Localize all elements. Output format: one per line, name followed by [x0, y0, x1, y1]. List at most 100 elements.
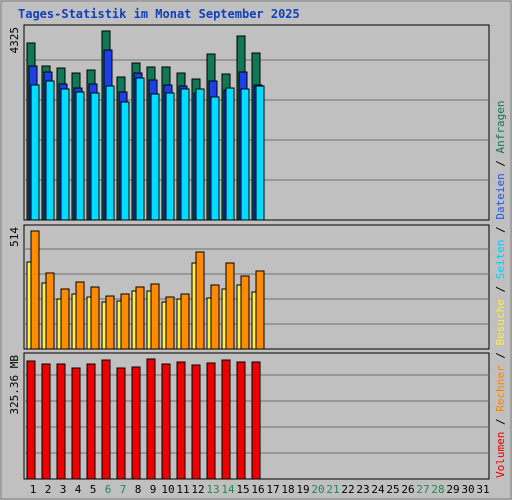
day-label-4: 4	[75, 483, 82, 496]
day-labels: 1 2 3 4 5 6 7 8 9 10 11 12 13 14 15 16 17 18 19 20 21 22 23 24 2…	[30, 483, 490, 496]
day-label-28: 28	[431, 483, 444, 496]
panel-3-ymax-label: 325.36 MB	[8, 355, 21, 415]
bar-seiten-day-13	[210, 96, 220, 221]
panel-1-ymax-label: 4325	[8, 27, 21, 54]
chart-panels: 4325 514 325.36 MB	[8, 24, 490, 480]
legend-separator: /	[494, 153, 507, 173]
bar-seiten-day-9	[150, 93, 160, 221]
legend-entry-volumen: Volumen	[494, 432, 507, 478]
day-label-5: 5	[90, 483, 97, 496]
panel-2-ymax-label: 514	[8, 227, 21, 247]
legend-entry-besuche: Besuche	[494, 299, 507, 345]
bar-rechner-day-14	[225, 262, 235, 350]
day-label-20: 20	[311, 483, 324, 496]
day-label-12: 12	[191, 483, 204, 496]
bar-volumen-day-5	[86, 363, 96, 480]
bar-volumen-day-3	[56, 363, 66, 480]
bar-rechner-day-3	[60, 288, 70, 350]
bar-volumen-day-4	[71, 367, 81, 480]
bar-rechner-day-1	[30, 230, 40, 350]
day-label-29: 29	[446, 483, 459, 496]
legend-text: Volumen / Rechner / Besuche / Seiten / D…	[494, 100, 507, 478]
legend-separator: /	[494, 412, 507, 432]
bar-rechner-day-7	[120, 293, 130, 350]
day-label-23: 23	[356, 483, 369, 496]
bar-rechner-day-11	[180, 293, 190, 350]
bar-seiten-day-7	[120, 101, 130, 221]
day-label-16: 16	[251, 483, 264, 496]
day-label-22: 22	[341, 483, 354, 496]
legend-entry-anfragen: Anfragen	[494, 100, 507, 153]
legend-separator: /	[494, 279, 507, 299]
day-label-8: 8	[135, 483, 142, 496]
bar-volumen-day-16	[251, 361, 261, 480]
day-label-9: 9	[150, 483, 157, 496]
bar-seiten-day-14	[225, 87, 235, 221]
legend-entry-dateien: Dateien	[494, 173, 507, 219]
bar-seiten-day-16	[255, 85, 265, 221]
day-label-15: 15	[236, 483, 249, 496]
bar-seiten-day-5	[90, 92, 100, 221]
bar-seiten-day-4	[75, 91, 85, 221]
day-label-1: 1	[30, 483, 37, 496]
bar-seiten-day-3	[60, 88, 70, 221]
legend-entry-seiten: Seiten	[494, 240, 507, 280]
bar-volumen-day-14	[221, 359, 231, 480]
bar-seiten-day-8	[135, 77, 145, 221]
bar-rechner-day-2	[45, 272, 55, 350]
bar-volumen-day-12	[191, 364, 201, 480]
bar-volumen-day-8	[131, 366, 141, 480]
bar-rechner-day-15	[240, 275, 250, 350]
bar-volumen-day-2	[41, 363, 51, 480]
bar-seiten-day-15	[240, 88, 250, 221]
bar-seiten-day-10	[165, 92, 175, 221]
bar-volumen-day-13	[206, 362, 216, 480]
bar-volumen-day-10	[161, 363, 171, 480]
bar-rechner-day-4	[75, 281, 85, 350]
bar-rechner-day-8	[135, 286, 145, 350]
bar-volumen-day-6	[101, 359, 111, 480]
bar-seiten-day-1	[30, 84, 40, 221]
day-label-2: 2	[45, 483, 52, 496]
day-label-14: 14	[221, 483, 235, 496]
day-label-6: 6	[105, 483, 112, 496]
bar-rechner-day-10	[165, 296, 175, 350]
bar-rechner-day-5	[90, 286, 100, 350]
chart-legend: Volumen / Rechner / Besuche / Seiten / D…	[494, 100, 507, 478]
day-label-19: 19	[296, 483, 309, 496]
day-label-17: 17	[266, 483, 279, 496]
day-label-3: 3	[60, 483, 67, 496]
day-label-10: 10	[161, 483, 174, 496]
legend-entry-rechner: Rechner	[494, 365, 507, 412]
bar-seiten-day-12	[195, 88, 205, 221]
day-label-26: 26	[401, 483, 414, 496]
bar-seiten-day-11	[180, 88, 190, 221]
day-label-11: 11	[176, 483, 189, 496]
day-label-13: 13	[206, 483, 219, 496]
bar-volumen-day-15	[236, 361, 246, 480]
day-label-24: 24	[371, 483, 385, 496]
bar-rechner-day-12	[195, 251, 205, 350]
bar-seiten-day-2	[45, 80, 55, 221]
chart-title: Tages-Statistik im Monat September 2025	[18, 7, 300, 21]
bar-volumen-day-1	[26, 360, 36, 480]
bar-rechner-day-9	[150, 283, 160, 350]
bar-seiten-day-6	[105, 85, 115, 221]
bar-rechner-day-6	[105, 295, 115, 350]
day-label-7: 7	[120, 483, 127, 496]
legend-separator: /	[494, 220, 507, 240]
day-label-30: 30	[461, 483, 474, 496]
legend-separator: /	[494, 346, 507, 366]
bar-volumen-day-7	[116, 367, 126, 480]
bar-volumen-day-11	[176, 361, 186, 480]
day-label-27: 27	[416, 483, 429, 496]
bar-volumen-day-9	[146, 358, 156, 480]
day-label-25: 25	[386, 483, 399, 496]
bar-rechner-day-16	[255, 270, 265, 350]
day-label-18: 18	[281, 483, 294, 496]
day-label-31: 31	[476, 483, 489, 496]
day-label-21: 21	[326, 483, 339, 496]
bar-rechner-day-13	[210, 284, 220, 350]
